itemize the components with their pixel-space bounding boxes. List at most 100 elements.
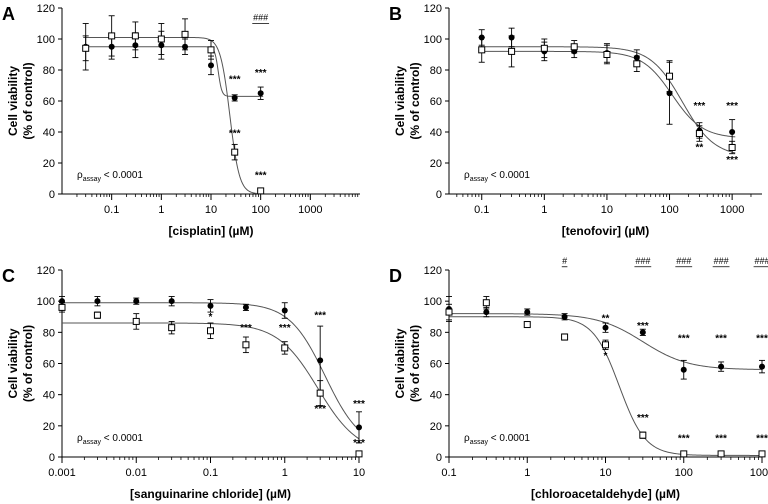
y-tick-label: 60 (430, 96, 442, 108)
data-point-open (242, 341, 250, 349)
significance-annotation: ** (696, 143, 704, 154)
y-tick-label: 20 (43, 158, 55, 170)
significance-annotation: ** (602, 313, 610, 324)
x-tick-label: 10 (205, 204, 217, 216)
panel-c: C 0 20 40 60 80 100 120 0.001 0.01 0.1 1 10 [sanguina… (2, 265, 365, 501)
significance-annotation: *** (353, 399, 365, 410)
y-tick-label: 20 (43, 421, 55, 433)
hash-annotation: # (562, 256, 567, 266)
data-point-filled (759, 363, 765, 370)
hash-annotation: ### (253, 12, 268, 22)
y-axis-title-line1: Cell viability (6, 328, 20, 398)
significance-annotation: *** (726, 101, 738, 112)
y-tick-label: 100 (424, 34, 442, 46)
y-tick-label: 120 (37, 265, 55, 277)
data-point-filled (208, 62, 214, 69)
y-tick-label: 0 (436, 452, 442, 464)
y-tick-label: 40 (43, 127, 55, 139)
hash-annotation: ### (635, 256, 650, 266)
y-tick-label: 60 (43, 359, 55, 371)
p-value-text: < 0.0001 (101, 433, 143, 444)
y-axis-title-line2: (% of control) (408, 62, 422, 139)
y-tick-label: 60 (43, 96, 55, 108)
data-point-open (316, 389, 324, 397)
p-value-subscript: assay (83, 439, 102, 446)
x-tick-label: 10 (601, 204, 613, 216)
panel-d: D 0 20 40 60 80 100 120 0.1 1 10 100 1000 [chloroacet… (389, 256, 768, 501)
significance-annotation: *** (726, 155, 738, 166)
data-point-filled (718, 363, 725, 370)
significance-annotation: *** (756, 334, 768, 345)
y-tick-label: 0 (49, 452, 55, 464)
data-point-open (181, 30, 189, 38)
data-point-open (231, 148, 239, 156)
significance-annotation: *** (314, 404, 326, 415)
y-tick-label: 20 (430, 421, 442, 433)
x-tick-label: 0.01 (126, 467, 147, 479)
significance-annotation: *** (756, 433, 768, 444)
panel-letter: D (389, 266, 402, 286)
y-tick-label: 120 (424, 3, 442, 15)
data-point-filled (729, 129, 736, 135)
data-point-filled (317, 357, 324, 364)
data-point-filled (242, 304, 249, 311)
x-tick-label: 10 (353, 467, 365, 479)
data-point-open (639, 431, 647, 439)
data-point-filled (561, 313, 568, 320)
y-tick-label: 100 (37, 34, 55, 46)
p-value-rho: ρ (77, 170, 83, 181)
data-point-open (561, 333, 569, 341)
y-axis-title-line1: Cell viability (6, 66, 20, 136)
significance-annotation: *** (255, 68, 267, 79)
y-axis-title-line1: Cell viability (393, 66, 407, 136)
p-value-rho: ρ (464, 433, 470, 444)
y-tick-label: 20 (430, 158, 442, 170)
significance-annotation: *** (715, 433, 727, 444)
p-value-text: < 0.0001 (488, 433, 530, 444)
y-tick-label: 40 (43, 390, 55, 402)
data-point-filled (524, 309, 531, 316)
panel-letter: A (2, 4, 15, 24)
data-point-open (355, 450, 363, 458)
y-tick-label: 100 (424, 296, 442, 308)
data-point-open (93, 311, 101, 319)
p-value-subscript: assay (83, 176, 102, 183)
significance-annotation: *** (229, 74, 241, 85)
data-point-open (58, 303, 66, 311)
significance-annotation: *** (240, 323, 252, 334)
significance-annotation: *** (255, 171, 267, 182)
y-axis-title-line2: (% of control) (21, 325, 35, 402)
hash-annotation: ### (714, 256, 729, 266)
x-tick-label: 100 (660, 204, 678, 216)
data-point-open (207, 327, 214, 335)
panel-letter: B (389, 4, 402, 24)
data-point-open (680, 450, 688, 458)
significance-annotation: *** (637, 413, 649, 424)
x-tick-label: 0.1 (474, 204, 489, 216)
data-point-open (666, 72, 674, 80)
x-axis-title: [cisplatin] (µM) (169, 224, 254, 238)
p-value-text: < 0.0001 (101, 170, 143, 181)
data-point-open (728, 144, 736, 151)
p-value-text: < 0.0001 (488, 170, 530, 181)
y-tick-label: 80 (43, 327, 55, 339)
x-tick-label: 1000 (750, 467, 768, 479)
data-point-open (168, 324, 176, 332)
x-tick-label: 0.1 (441, 467, 456, 479)
p-value-rho: ρ (464, 170, 470, 181)
data-point-filled (207, 302, 214, 309)
data-point-open (131, 32, 139, 40)
data-point-open (602, 341, 609, 349)
significance-annotation: * (209, 312, 213, 323)
data-point-open (523, 321, 531, 329)
p-value-label: ρassay < 0.0001 (77, 433, 143, 446)
x-tick-label: 1000 (298, 204, 322, 216)
y-axis-title: Cell viability(% of control) (393, 62, 422, 139)
data-point-open (508, 47, 516, 55)
p-value-rho: ρ (77, 433, 83, 444)
x-axis-title: [chloroacetaldehyde] (µM) (531, 487, 680, 501)
y-axis-title-line2: (% of control) (408, 325, 422, 402)
p-value-label: ρassay < 0.0001 (464, 433, 530, 446)
significance-annotation: *** (353, 438, 365, 449)
data-point-open (82, 44, 90, 52)
